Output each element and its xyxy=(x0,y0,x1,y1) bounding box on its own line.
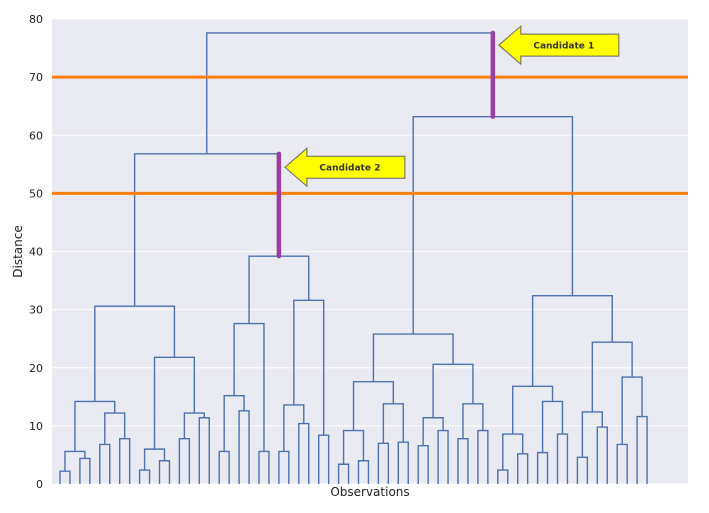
candidate-callouts: Candidate 1 Candidate 2 xyxy=(284,25,620,188)
leaf-pair-link xyxy=(119,437,131,484)
y-tick-label: 30 xyxy=(29,304,43,317)
y-tick-label: 70 xyxy=(29,71,43,84)
cut-lines xyxy=(52,75,688,195)
y-tick-label: 20 xyxy=(29,362,43,375)
y-tick-label: 80 xyxy=(29,13,43,26)
y-tick-labels: 0 10 20 30 40 50 60 70 80 xyxy=(29,13,43,491)
y-tick-label: 60 xyxy=(29,129,43,142)
x-axis-label: Observations xyxy=(330,485,409,499)
dendrogram-links xyxy=(59,32,648,484)
leaf-pair-link xyxy=(238,410,250,484)
callout-label: Candidate 1 xyxy=(533,42,594,52)
leaf-pair-link xyxy=(576,456,589,484)
y-tick-label: 40 xyxy=(29,246,43,259)
y-tick-label: 50 xyxy=(29,187,43,200)
leaf-pair-link xyxy=(178,437,191,484)
y-axis-label: Distance xyxy=(11,225,25,277)
leaf-pair-link xyxy=(377,442,390,484)
merge-link xyxy=(153,356,196,450)
y-tick-label: 0 xyxy=(36,478,43,491)
callout-label: Candidate 2 xyxy=(319,164,380,174)
callout-arrow xyxy=(498,25,620,66)
leaf-pair-link xyxy=(417,444,429,484)
merge-link xyxy=(462,403,484,439)
candidate-highlights xyxy=(276,30,496,259)
merge-link xyxy=(382,403,404,444)
leaf-pair-link xyxy=(556,433,569,484)
y-tick-label: 10 xyxy=(29,420,43,433)
merge-link xyxy=(432,363,474,418)
callout-arrow xyxy=(284,147,406,188)
leaf-pair-link xyxy=(457,437,469,484)
merge-link xyxy=(502,433,524,471)
merge-link xyxy=(94,305,176,402)
merge-link xyxy=(372,333,454,382)
leaf-pair-link xyxy=(596,426,608,484)
